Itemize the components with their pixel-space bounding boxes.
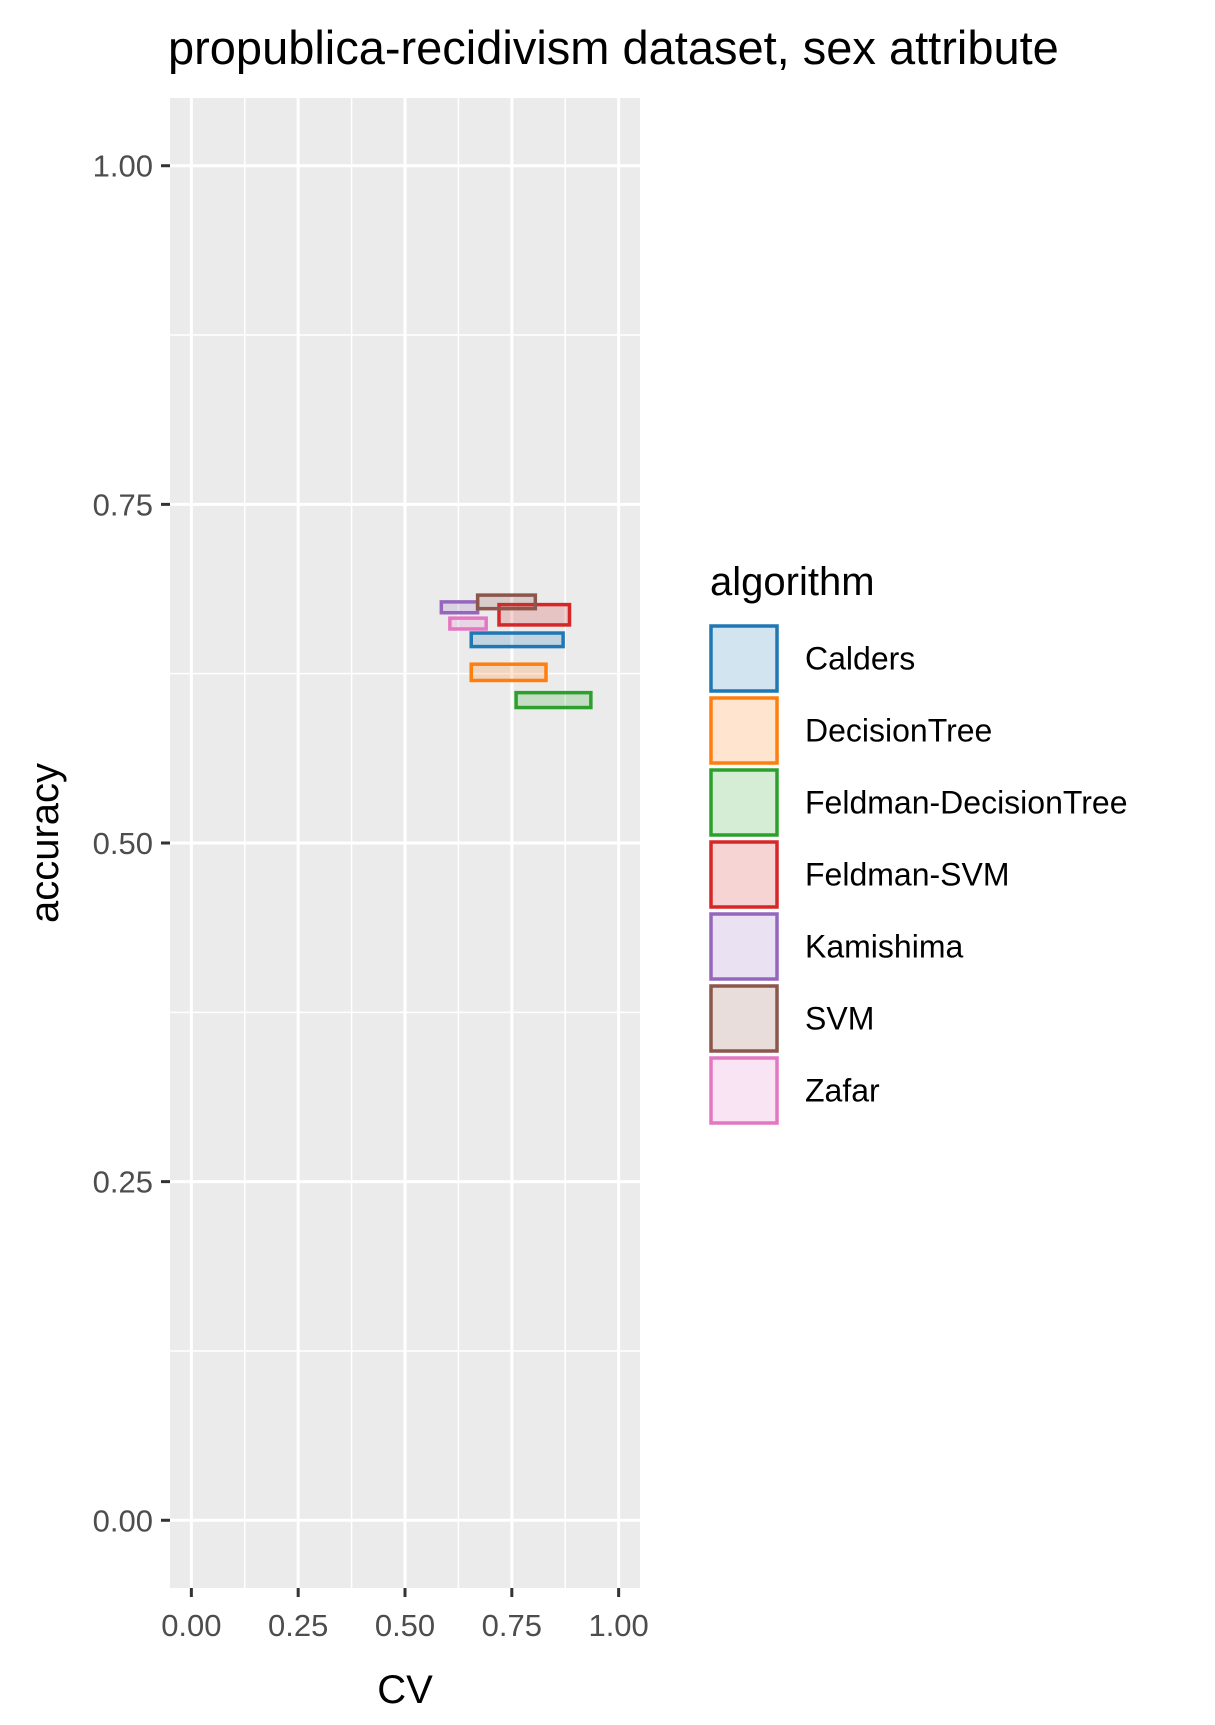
legend: algorithm Calders DecisionTree Feldman-Dec… xyxy=(709,560,1127,1125)
legend-key-decisiontree xyxy=(709,696,779,765)
legend-key-feldman-svm xyxy=(709,840,779,909)
legend-title: algorithm xyxy=(710,560,875,604)
x-tick-label: 1.00 xyxy=(588,1608,648,1643)
x-tick-label: 0.25 xyxy=(268,1608,328,1643)
y-tick-label: 1.00 xyxy=(93,149,153,184)
rect-zafar xyxy=(448,616,488,631)
legend-label: DecisionTree xyxy=(805,713,992,749)
legend-label: Kamishima xyxy=(805,929,963,965)
legend-label: Zafar xyxy=(805,1073,880,1109)
y-tick-label: 0.25 xyxy=(93,1165,153,1200)
y-tick-label: 0.75 xyxy=(93,487,153,522)
x-axis-title: CV xyxy=(377,1668,433,1712)
x-tick-label: 0.50 xyxy=(375,1608,435,1643)
chart-title: propublica-recidivism dataset, sex attri… xyxy=(168,21,1059,74)
rect-svm xyxy=(475,593,538,611)
legend-label: Calders xyxy=(805,641,915,677)
y-tick-label: 0.50 xyxy=(93,826,153,861)
legend-key-svm xyxy=(709,984,779,1053)
rect-calders xyxy=(469,631,565,649)
legend-key-kamishima xyxy=(709,912,779,981)
y-tick-label: 0.00 xyxy=(93,1503,153,1538)
rect-kamishima xyxy=(439,600,480,615)
grid-major xyxy=(170,98,640,1588)
legend-label: Feldman-SVM xyxy=(805,857,1010,893)
legend-label: SVM xyxy=(805,1001,874,1037)
x-tick-label: 0.75 xyxy=(482,1608,542,1643)
x-axis: 0.00 0.25 0.50 0.75 1.00 xyxy=(161,1588,649,1643)
legend-key-zafar xyxy=(709,1056,779,1125)
data-marks xyxy=(439,593,593,710)
legend-label: Feldman-DecisionTree xyxy=(805,785,1127,821)
rect-feldman-decisiontree xyxy=(514,690,593,710)
y-axis-title: accuracy xyxy=(23,763,67,923)
x-tick-label: 0.00 xyxy=(161,1608,221,1643)
y-axis: 0.00 0.25 0.50 0.75 1.00 xyxy=(93,149,170,1538)
legend-key-feldman-decisiontree xyxy=(709,768,779,837)
legend-items: Calders DecisionTree Feldman-DecisionTree F… xyxy=(709,624,1127,1125)
rect-decisiontree xyxy=(469,662,548,683)
legend-key-calders xyxy=(709,624,779,693)
